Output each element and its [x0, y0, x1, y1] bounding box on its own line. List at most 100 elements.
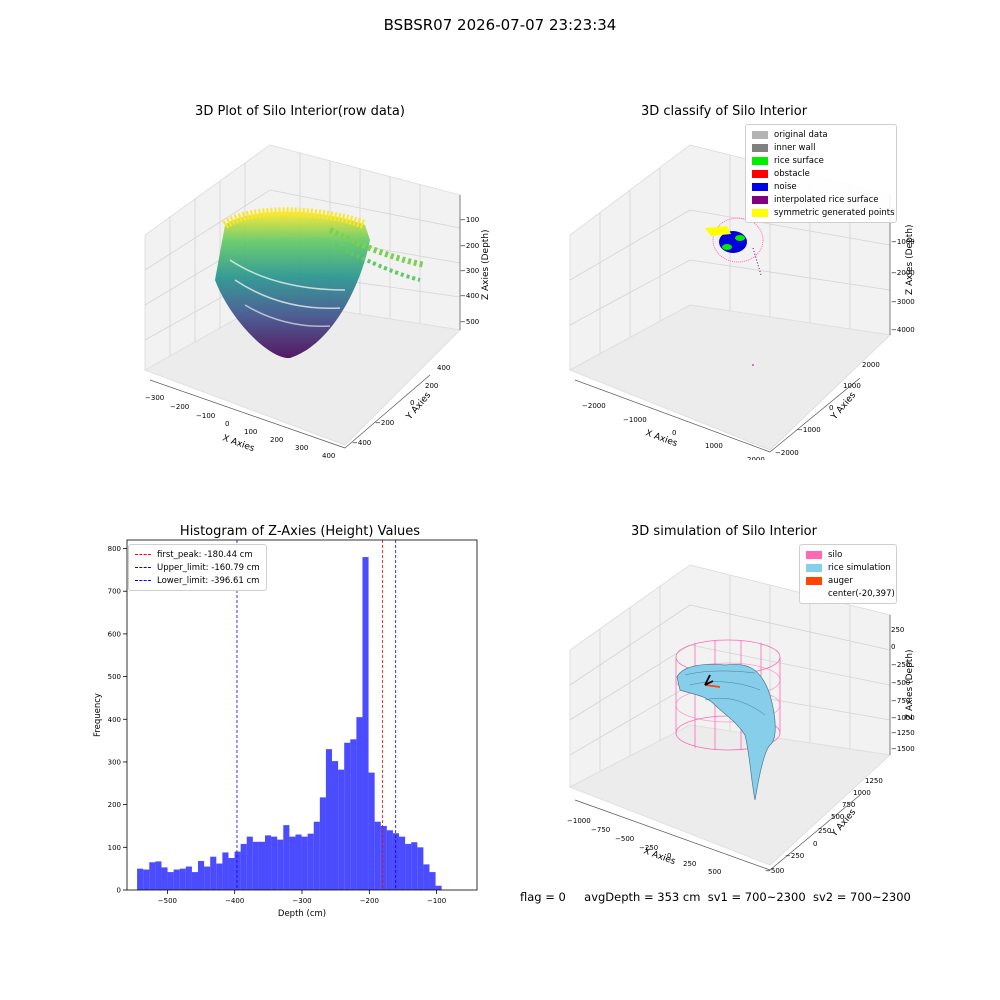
legend-swatch	[806, 550, 822, 559]
tick-label: −2000	[775, 449, 799, 457]
histogram-bar	[173, 869, 180, 890]
raw-xticks: −300 −200 −100 0 100 200 300 400 −400 −2…	[145, 216, 479, 460]
tick-label: −100	[196, 412, 215, 420]
tick-label: 0	[225, 420, 229, 428]
histogram-bar	[289, 836, 296, 890]
legend-item-auger: auger	[806, 574, 890, 587]
tick-label: 300	[295, 444, 308, 452]
raw-point-cloud	[215, 207, 426, 359]
tick-label: 2000	[747, 456, 765, 460]
histogram-bar	[344, 742, 351, 890]
classify-point-cloud	[705, 217, 764, 366]
histogram-bar	[386, 830, 393, 890]
legend-label: silo	[828, 549, 843, 560]
tick-label: −1500	[891, 745, 915, 753]
histogram-bar	[185, 866, 192, 890]
tick-label: −200	[170, 403, 189, 411]
y-tick-label: 800	[108, 545, 121, 553]
tick-label: −100	[460, 216, 479, 224]
legend-item-silo: silo	[806, 548, 890, 561]
histogram-bar	[234, 851, 241, 890]
histogram-bar	[143, 869, 150, 890]
histogram-bar	[338, 769, 345, 890]
tick-label: −1000	[797, 426, 821, 434]
legend-item-inner-wall: inner wall	[752, 141, 890, 154]
histogram-bar	[167, 872, 174, 890]
tick-label: 250	[891, 626, 904, 634]
tick-label: −500	[891, 679, 910, 687]
tick-label: −250	[639, 844, 658, 852]
histogram-bar	[240, 843, 247, 890]
histogram-bar	[155, 861, 162, 890]
histogram-bar	[362, 557, 369, 890]
legend-item-noise: noise	[752, 180, 890, 193]
histogram-bar	[179, 868, 186, 890]
sim-ticks: −1000 −750 −500 −250 0 250 500 750 −500 …	[567, 626, 915, 875]
legend-line	[135, 567, 151, 568]
histogram-bar	[149, 862, 156, 890]
legend-item-lower-limit: Lower_limit: -396.61 cm	[135, 574, 260, 587]
simulation-panel-title: 3D simulation of Silo Interior	[631, 524, 817, 539]
raw-ylabel: Y Axies	[404, 390, 433, 422]
legend-label: Upper_limit: -160.79 cm	[157, 562, 260, 573]
status-sv2: sv2 = 700~2300	[812, 890, 911, 904]
tick-label: −1250	[891, 729, 915, 737]
tick-label: 250	[683, 860, 696, 868]
histogram-bar	[411, 842, 418, 890]
tick-label: 0	[672, 429, 676, 437]
legend-swatch	[752, 182, 768, 191]
tick-label: −300	[145, 394, 164, 402]
legend-swatch	[752, 130, 768, 139]
status-line: flag = 0 avgDepth = 353 cm sv1 = 700~230…	[520, 890, 911, 904]
tick-label: 1000	[705, 442, 723, 450]
raw-panel-title: 3D Plot of Silo Interior(row data)	[195, 104, 405, 119]
x-tick-label: −400	[225, 897, 244, 905]
legend-swatch	[752, 169, 768, 178]
tick-label: 750	[842, 801, 855, 809]
legend-label: symmetric generated points	[774, 207, 895, 218]
x-tick-label: −500	[158, 897, 177, 905]
histogram-title: Histogram of Z-Axies (Height) Values	[179, 524, 421, 539]
histogram-bar	[301, 836, 308, 890]
histogram-bar	[399, 836, 406, 890]
histogram-bar	[283, 825, 290, 890]
classify-ticks: −2000 −1000 0 1000 2000 −2000 −1000 0 10…	[582, 207, 915, 460]
legend-swatch	[806, 576, 822, 585]
raw-xlabel: X Axies	[221, 433, 256, 454]
sim-xlabel: X Axies	[642, 846, 677, 867]
figure-title: BSBSR07 2026-07-07 23:23:34	[383, 16, 617, 34]
histogram-bar	[210, 856, 217, 890]
tick-label: −400	[460, 292, 479, 300]
legend-swatch	[806, 590, 822, 598]
tick-label: 0	[410, 399, 414, 407]
histogram-bar	[417, 847, 424, 890]
legend-label: original data	[774, 129, 828, 140]
tick-label: −1000	[891, 714, 915, 722]
sim-auger	[704, 674, 721, 688]
histogram-bar	[313, 821, 320, 890]
tick-label: 200	[425, 382, 438, 390]
legend-swatch	[806, 563, 822, 572]
y-tick-label: 500	[108, 673, 121, 681]
tick-label: 0	[813, 840, 817, 848]
histogram-bar	[350, 739, 357, 890]
simulation-3d-plot: −1000 −750 −500 −250 0 250 500 750 −500 …	[567, 564, 915, 875]
histogram-bar	[204, 866, 211, 890]
histogram-bar	[198, 860, 205, 890]
tick-label: 100	[244, 428, 257, 436]
y-tick-label: 600	[108, 630, 121, 638]
legend-item-rice-simulation: rice simulation	[806, 561, 891, 574]
tick-label: −1000	[567, 817, 591, 825]
histogram-bar	[265, 835, 272, 890]
tick-label: 0	[667, 852, 671, 860]
histogram-chart: −500 −400 −300 −200 −100 0 100 200 300 400 500 600 7…	[93, 539, 478, 919]
tick-label: 500	[708, 868, 721, 875]
legend-item-upper-limit: Upper_limit: -160.79 cm	[135, 561, 260, 574]
raw-zlabel: Z Axies (Depth)	[481, 229, 491, 300]
histogram-bar	[380, 825, 387, 890]
histogram-bar	[216, 863, 223, 890]
sim-zlabel: Z Axies (Depth)	[905, 649, 915, 720]
sim-rice-surface	[676, 663, 776, 801]
histogram-bar	[161, 867, 168, 890]
histogram-bar	[332, 761, 339, 890]
